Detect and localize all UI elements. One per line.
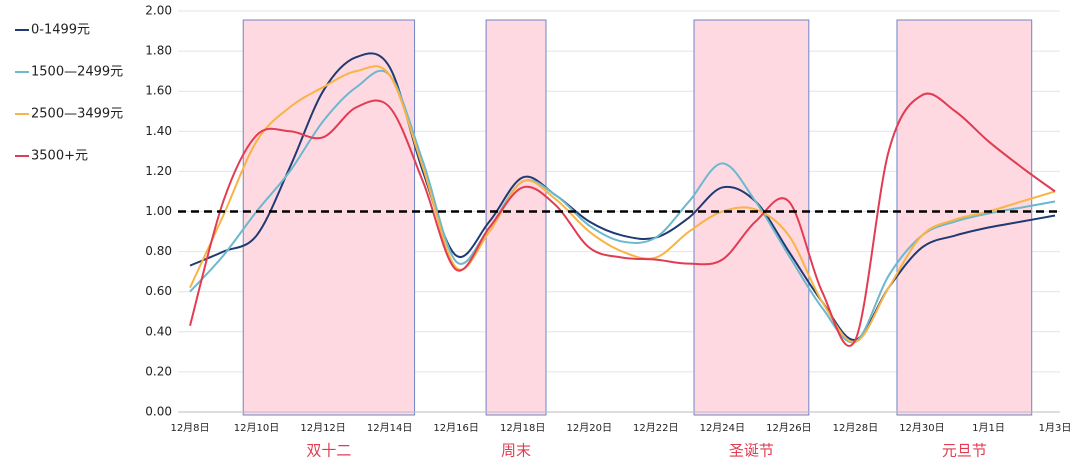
y-tick-label: 1.80 xyxy=(145,44,172,58)
x-tick-label: 12月20日 xyxy=(567,422,612,434)
series-line xyxy=(189,92,1056,348)
y-tick-label: 0.80 xyxy=(145,244,172,258)
legend-label: 2500—3499元 xyxy=(31,107,123,122)
y-tick-label: 2.00 xyxy=(145,4,172,18)
x-tick-label: 1月3日 xyxy=(1039,422,1072,434)
y-tick-label: 0.20 xyxy=(145,364,172,378)
period-band xyxy=(485,19,547,416)
legend-label: 1500—2499元 xyxy=(31,65,123,80)
period-label: 元旦节 xyxy=(942,442,987,460)
y-tick-label: 1.60 xyxy=(145,84,172,98)
x-tick-label: 12月14日 xyxy=(367,422,412,434)
x-tick-label: 12月18日 xyxy=(500,422,545,434)
period-band xyxy=(693,19,810,416)
series-line xyxy=(189,69,1056,344)
legend-label: 3500+元 xyxy=(31,149,88,164)
x-tick-label: 1月1日 xyxy=(972,422,1005,434)
y-tick-label: 0.40 xyxy=(145,324,172,338)
y-tick-label: 1.40 xyxy=(145,124,172,138)
y-tick-label: 1.20 xyxy=(145,164,172,178)
period-label: 双十二 xyxy=(306,442,351,460)
x-tick-label: 12月24日 xyxy=(700,422,745,434)
x-tick-label: 12月26日 xyxy=(766,422,811,434)
x-tick-label: 12月22日 xyxy=(633,422,678,434)
y-tick-label: 1.00 xyxy=(145,204,172,218)
period-label: 圣诞节 xyxy=(729,442,774,460)
x-tick-label: 12月16日 xyxy=(433,422,478,434)
x-tick-label: 12月8日 xyxy=(170,422,209,434)
y-tick-label: 0.60 xyxy=(145,284,172,298)
series-line xyxy=(189,65,1056,343)
period-band xyxy=(242,19,416,416)
x-tick-label: 12月30日 xyxy=(899,422,944,434)
x-tick-label: 12月10日 xyxy=(234,422,279,434)
legend-label: 0-1499元 xyxy=(31,23,90,38)
x-tick-label: 12月12日 xyxy=(300,422,345,434)
x-tick-label: 12月28日 xyxy=(833,422,878,434)
period-label: 周末 xyxy=(501,442,531,460)
y-tick-label: 0.00 xyxy=(145,405,172,419)
